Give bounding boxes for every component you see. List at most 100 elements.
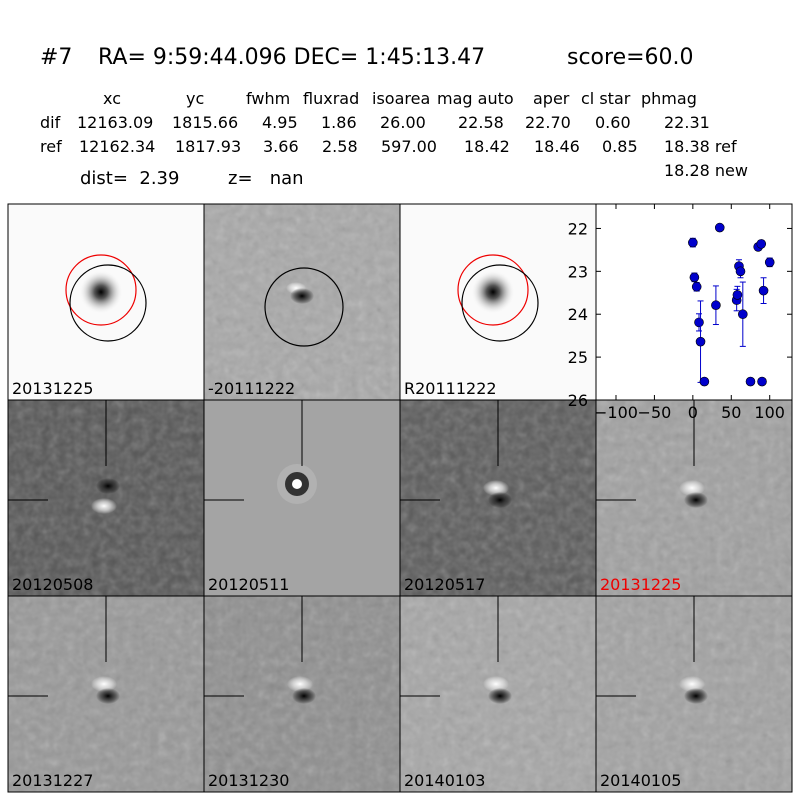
table-cell: 0.60 <box>595 113 631 132</box>
residual-bright <box>287 676 313 692</box>
ref-circle <box>457 254 529 326</box>
det-circle <box>264 267 344 347</box>
residual-bright <box>483 676 509 692</box>
x-tick-label: 100 <box>754 403 785 422</box>
table-cell: ref <box>40 137 62 156</box>
column-header: phmag <box>641 89 697 108</box>
candidate-id: #7 <box>40 45 72 70</box>
residual-dark <box>488 688 512 704</box>
table-cell: dif <box>40 113 61 132</box>
point <box>695 336 706 347</box>
point <box>757 376 767 387</box>
y-tick-label: 25 <box>568 348 588 367</box>
x-tick-label: −50 <box>638 403 672 422</box>
det-circle <box>69 264 147 342</box>
ring-core <box>292 479 302 489</box>
residual-dark <box>684 688 708 704</box>
residual-bright <box>91 498 117 514</box>
column-header: fluxrad <box>303 89 359 108</box>
column-header: isoarea <box>372 89 430 108</box>
stamp-label: 20120517 <box>404 575 485 594</box>
point <box>764 257 775 268</box>
stamp-label: 20131225 <box>600 575 681 594</box>
light-curve: 22 23 24 25 26 −100 −50 0 50 100 <box>568 203 793 422</box>
table-cell: 26.00 <box>380 113 426 132</box>
table-cell: 22.70 <box>525 113 571 132</box>
table-cell: 18.38 ref <box>664 137 737 156</box>
y-tick-label: 26 <box>568 391 588 410</box>
x-tick-label: 50 <box>721 403 741 422</box>
score: score=60.0 <box>567 45 694 70</box>
point <box>691 281 702 292</box>
plot-area <box>595 203 793 401</box>
table-cell: 18.46 <box>534 137 580 156</box>
residual-dark <box>292 688 316 704</box>
column-header: yc <box>186 89 204 108</box>
table-cell: 1.86 <box>321 113 357 132</box>
column-header: fwhm <box>246 89 290 108</box>
stamp-frame <box>595 595 793 793</box>
column-header: cl star <box>581 89 631 108</box>
residual-dark <box>96 688 120 704</box>
z: z= nan <box>228 168 304 189</box>
table-cell: 1817.93 <box>175 137 241 156</box>
residual-bright <box>483 480 509 496</box>
column-header: aper <box>533 89 570 108</box>
table-cell: 18.42 <box>464 137 510 156</box>
det-circle <box>461 264 539 342</box>
table-cell: 4.95 <box>262 113 298 132</box>
point <box>738 309 748 320</box>
stamp-label: 20131227 <box>12 771 93 790</box>
y-tick-label: 24 <box>568 305 588 324</box>
column-header: mag auto <box>437 89 514 108</box>
stamp-label: R20111222 <box>404 379 497 398</box>
table-cell: 597.00 <box>381 137 437 156</box>
stamp-label: -20111222 <box>208 379 295 398</box>
coordinates: RA= 9:59:44.096 DEC= 1:45:13.47 <box>98 45 485 70</box>
residual-dark <box>96 478 120 494</box>
ref-circle <box>65 254 137 326</box>
point <box>714 222 725 233</box>
residual-dark <box>684 492 708 508</box>
point <box>735 266 746 277</box>
point <box>711 300 721 311</box>
stamp-label: 20120508 <box>12 575 93 594</box>
residual-bright <box>679 676 705 692</box>
stamp-label: 20140105 <box>600 771 681 790</box>
stamp-label: 20140103 <box>404 771 485 790</box>
column-header: xc <box>103 89 121 108</box>
residual-bright <box>679 480 705 496</box>
table-cell: 1815.66 <box>172 113 238 132</box>
table-cell: 22.31 <box>664 113 710 132</box>
stamp-label: 20131230 <box>208 771 289 790</box>
point <box>688 237 698 248</box>
point <box>732 290 743 300</box>
panels: 20131225 -20111222 R20111222 20120508 201205… <box>7 203 793 793</box>
table-cell: 12163.09 <box>77 113 153 132</box>
residual-dark <box>488 492 512 508</box>
stamp-label: 20131225 <box>12 379 93 398</box>
y-tick-label: 23 <box>568 262 588 281</box>
point <box>758 285 769 296</box>
point <box>745 376 756 387</box>
source <box>79 270 123 314</box>
table-cell: 3.66 <box>263 137 299 156</box>
table-cell: 2.58 <box>322 137 358 156</box>
x-tick-label: −100 <box>594 403 638 422</box>
point <box>694 317 704 328</box>
table-cell: 12162.34 <box>79 137 155 156</box>
source <box>471 270 515 314</box>
x-tick-label: 0 <box>688 403 698 422</box>
dist: dist= 2.39 <box>80 168 179 189</box>
stamp-label: 20120511 <box>208 575 289 594</box>
table-cell: 22.58 <box>458 113 504 132</box>
y-tick-label: 22 <box>568 219 588 238</box>
residual-dark <box>290 288 314 304</box>
residual-bright <box>91 676 117 692</box>
point <box>689 272 700 283</box>
point <box>699 376 710 387</box>
new-mag: 18.28 new <box>664 161 748 180</box>
point <box>756 239 767 249</box>
table-cell: 0.85 <box>602 137 638 156</box>
